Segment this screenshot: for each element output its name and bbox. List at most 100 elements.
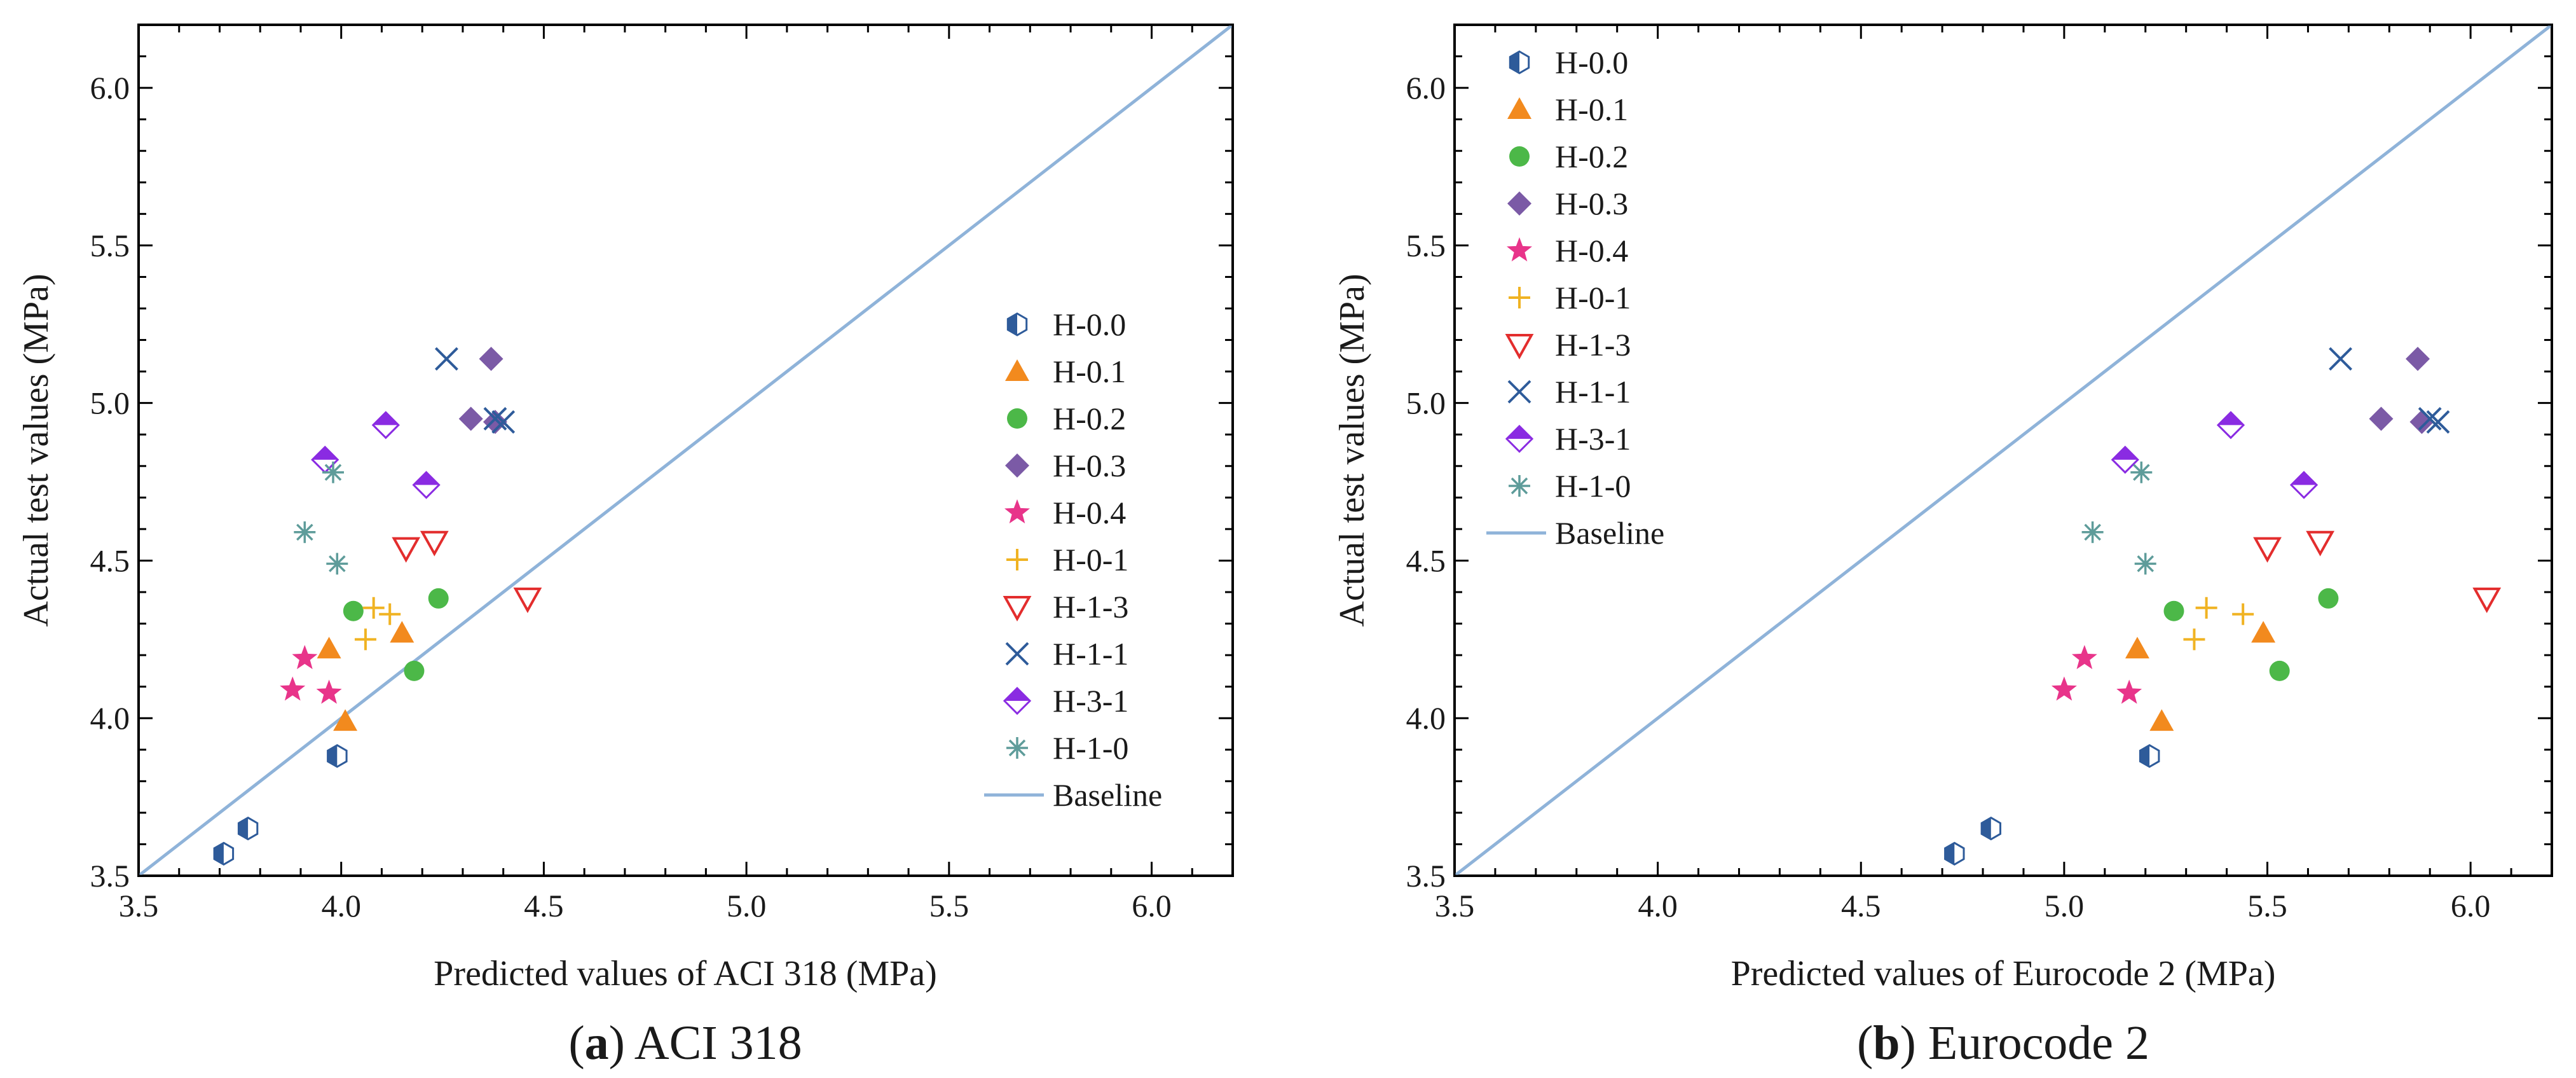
data-point-h-0-1 <box>354 628 376 651</box>
data-point-h-0.0 <box>237 816 259 841</box>
data-point-h-1-0 <box>2081 521 2104 543</box>
x-axis-label: Predicted values of ACI 318 (MPa) <box>434 954 937 993</box>
x-tick-label: 6.0 <box>1132 888 1172 923</box>
legend-label: H-0-1 <box>1555 280 1631 315</box>
legend-marker-h-0.2 <box>1509 146 1530 167</box>
panel-caption: (b) Eurocode 2 <box>1857 1016 2149 1070</box>
data-point-h-1-1 <box>2418 407 2442 431</box>
x-tick-label: 4.0 <box>321 888 361 923</box>
data-point-h-0.4 <box>316 679 342 704</box>
legend-marker-h-1-0 <box>1509 475 1530 497</box>
caption-letter: b <box>1873 1016 1900 1070</box>
legend-label: H-0.2 <box>1555 139 1628 174</box>
legend-label: H-0.4 <box>1053 495 1126 530</box>
data-point-h-0.4 <box>2051 676 2077 701</box>
legend-marker-h-0.3 <box>1005 453 1029 478</box>
legend-label: H-0.0 <box>1555 45 1628 80</box>
legend-marker-h-0.1 <box>1507 97 1531 119</box>
legend-marker-h-0.2 <box>1007 408 1027 429</box>
legend-label: H-1-0 <box>1053 730 1128 766</box>
y-tick-label: 4.5 <box>90 542 130 578</box>
data-point-h-0.3 <box>458 406 483 431</box>
legend-marker-h-3-1 <box>1505 424 1534 453</box>
legend-marker-h-3-1 <box>1003 686 1032 715</box>
y-tick-label: 4.5 <box>1406 542 1446 578</box>
legend-label: H-0.1 <box>1053 354 1126 389</box>
data-point-h-0.0 <box>2139 743 2160 768</box>
data-point-h-0.1 <box>2149 709 2174 731</box>
x-tick-label: 5.5 <box>929 888 969 923</box>
data-point-h-1-1 <box>483 407 507 431</box>
data-point-h-1-1 <box>2426 410 2450 434</box>
data-point-h-1-3 <box>420 530 449 556</box>
data-point-h-1-1 <box>2329 347 2352 371</box>
legend-label: H-1-3 <box>1555 327 1631 363</box>
y-axis-label: Actual test values (MPa) <box>1333 273 1372 626</box>
legend-label: Baseline <box>1555 515 1664 551</box>
data-point-h-0-1 <box>2232 603 2254 625</box>
legend-marker-h-1-0 <box>1006 737 1028 759</box>
legend-label: H-3-1 <box>1053 683 1128 719</box>
data-point-h-3-1 <box>2289 471 2319 499</box>
legend-marker-h-1-3 <box>1505 334 1534 360</box>
y-tick-label: 6.0 <box>90 70 130 106</box>
legend: H-0.0 H-0.1 H-0.2 H-0.3 H-0.4 H-0-1 H-1-3 H-1-1… <box>1486 45 1664 551</box>
x-tick-label: 4.5 <box>524 888 564 923</box>
data-point-h-3-1 <box>2111 445 2139 474</box>
data-point-h-0-1 <box>362 597 385 619</box>
legend-label: H-1-3 <box>1053 589 1128 625</box>
baseline-line <box>1455 25 2552 876</box>
legend-label: H-0.1 <box>1555 92 1628 127</box>
x-tick-label: 5.5 <box>2247 888 2287 923</box>
x-tick-label: 5.0 <box>2045 888 2085 923</box>
legend-marker-h-1-3 <box>1003 596 1032 622</box>
x-tick-label: 5.0 <box>727 888 767 923</box>
legend-label: Baseline <box>1053 777 1162 813</box>
legend-label: H-3-1 <box>1555 421 1631 457</box>
y-tick-label: 3.5 <box>1406 858 1446 894</box>
data-point-h-1-1 <box>491 410 516 434</box>
data-point-h-0.3 <box>479 347 504 371</box>
legend-marker-h-0.0 <box>1006 312 1028 336</box>
legend-label: H-1-1 <box>1555 374 1631 410</box>
legend: H-0.0 H-0.1 H-0.2 H-0.3 H-0.4 H-0-1 H-1-3 H-1-1… <box>984 307 1162 813</box>
data-point-h-1-3 <box>392 537 421 563</box>
y-tick-label: 3.5 <box>90 858 130 894</box>
y-axis-label: Actual test values (MPa) <box>17 273 56 626</box>
data-point-h-1-0 <box>326 553 348 575</box>
y-tick-label: 5.5 <box>1406 228 1446 263</box>
y-tick-label: 5.0 <box>90 385 130 421</box>
plot-frame <box>137 24 1234 877</box>
legend-label: H-0.3 <box>1053 448 1126 483</box>
data-point-h-1-3 <box>2253 537 2282 563</box>
legend-label: H-1-1 <box>1053 636 1128 672</box>
baseline-line <box>139 25 1233 876</box>
legend-marker-h-0.0 <box>1509 50 1530 74</box>
legend-label: H-0.0 <box>1053 307 1126 342</box>
data-point-h-0-1 <box>379 603 401 625</box>
data-point-h-0.0 <box>1980 816 2001 841</box>
x-tick-label: 3.5 <box>1435 888 1475 923</box>
legend-marker-h-0-1 <box>1006 549 1028 570</box>
legend-label: H-1-0 <box>1555 468 1631 504</box>
data-point-h-0.1 <box>2251 621 2276 643</box>
data-point-h-0.3 <box>2369 406 2394 431</box>
data-point-h-0.2 <box>2269 660 2290 681</box>
legend-label: H-0.3 <box>1555 186 1628 221</box>
x-tick-label: 4.0 <box>1638 888 1678 923</box>
data-point-h-0.2 <box>2318 588 2339 609</box>
data-point-h-1-0 <box>294 521 316 543</box>
data-point-h-0.4 <box>280 676 306 701</box>
y-tick-label: 4.0 <box>1406 700 1446 736</box>
caption-text: ACI 318 <box>634 1016 802 1070</box>
legend-label: H-0-1 <box>1053 542 1128 577</box>
data-point-h-0.2 <box>343 600 364 621</box>
x-tick-label: 6.0 <box>2451 888 2491 923</box>
data-point-h-0-1 <box>2195 597 2217 619</box>
data-point-h-0.0 <box>327 743 348 768</box>
legend-marker-h-0.3 <box>1507 191 1531 216</box>
data-point-h-0.2 <box>428 588 449 609</box>
data-point-h-1-3 <box>2306 530 2335 556</box>
data-point-h-0.2 <box>2163 600 2184 621</box>
y-tick-label: 5.0 <box>1406 385 1446 421</box>
